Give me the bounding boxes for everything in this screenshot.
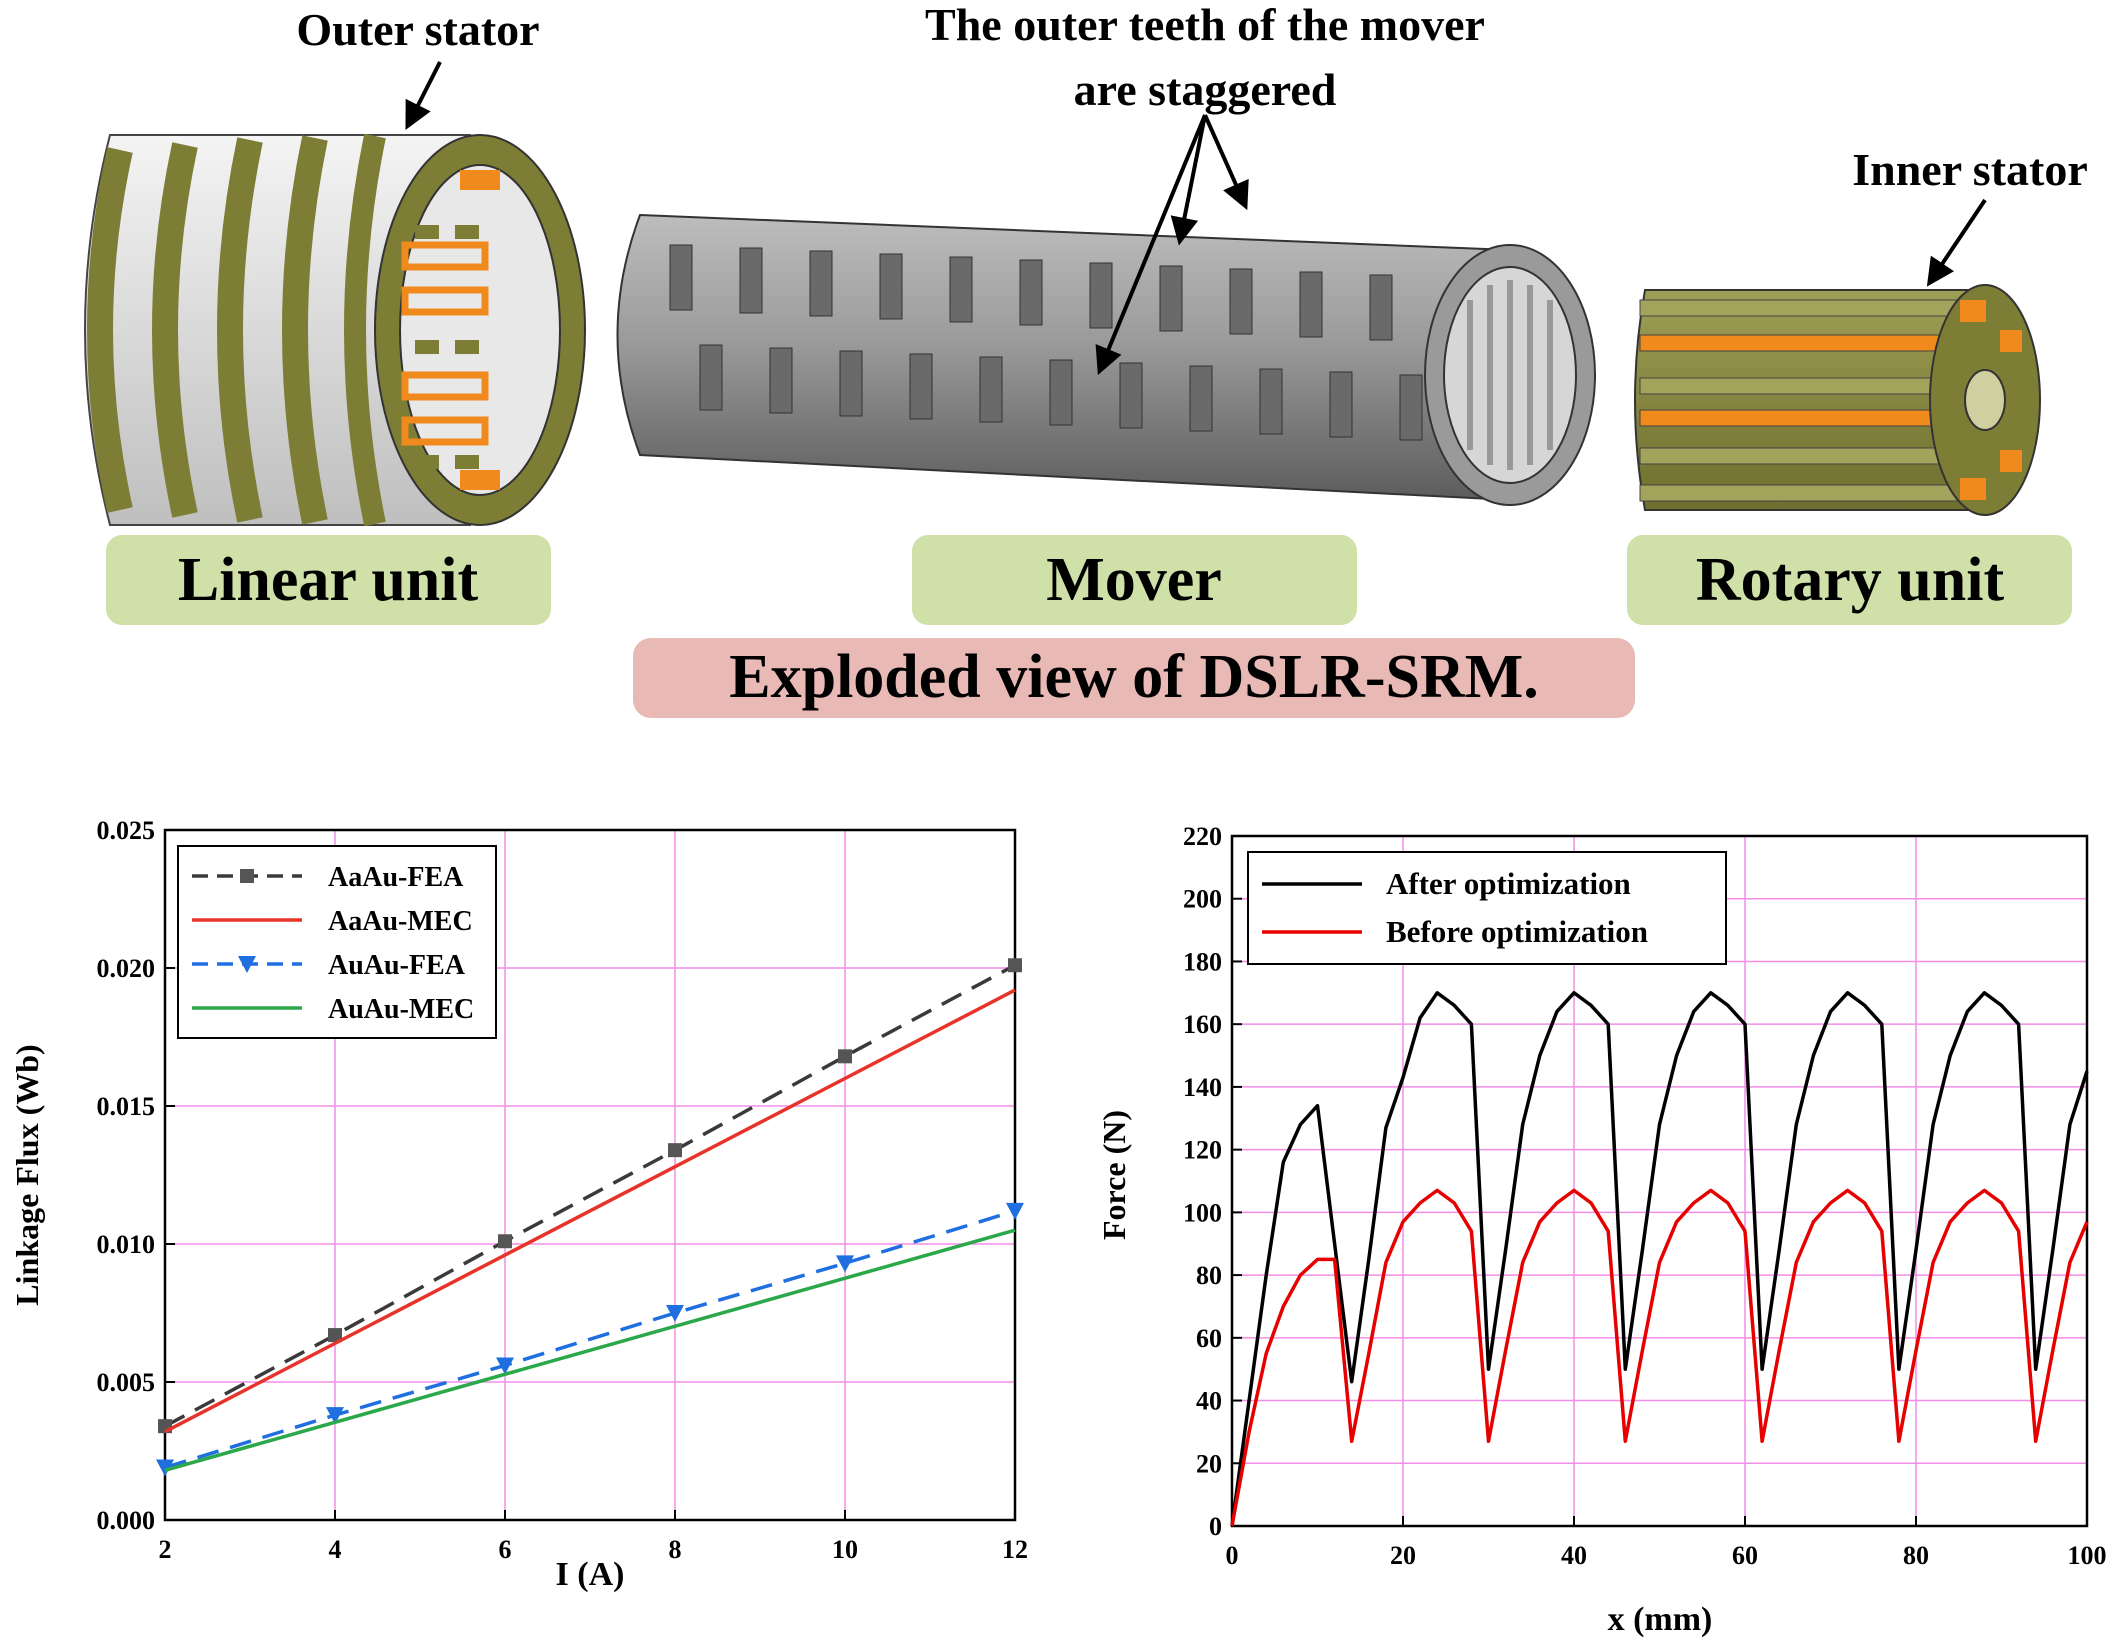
- c1-series-point-2: [836, 1255, 854, 1273]
- c2-y-tick-label: 180: [1183, 947, 1222, 976]
- chart1-legend: AaAu-FEA AaAu-MEC AuAu-FEA AuAu-MEC: [177, 845, 497, 1039]
- c1-series-point-0: [498, 1234, 512, 1249]
- linear-unit-label: Linear unit: [178, 546, 479, 614]
- c1-series-point-2: [326, 1407, 344, 1425]
- chart1-ticks: 2 4 6 8 10 12 0.000 0.005 0.010 0.015 0.020 0.025: [97, 816, 1029, 1564]
- c1-series-point-0: [838, 1049, 852, 1064]
- c1-series-line-1: [164, 988, 1016, 1434]
- c2-y-tick-label: 220: [1183, 822, 1222, 851]
- c2-x-tick-label: 100: [2068, 1541, 2107, 1570]
- linear-unit-drawing: [84, 133, 586, 527]
- chart1-y-axis-label: Linkage Flux (Wb): [9, 1044, 45, 1305]
- c2-legend-label-0: After optimization: [1386, 866, 1631, 901]
- c1-legend-label-3: AuAu-MEC: [328, 994, 474, 1025]
- rotary-unit-drawing: [1634, 284, 2041, 516]
- c2-y-tick-label: 200: [1183, 885, 1222, 914]
- c1-series-point-2: [496, 1357, 514, 1375]
- stator-inner-teeth: [415, 225, 479, 469]
- linear-unit-label-box: [106, 535, 551, 625]
- c2-legend-label-1: Before optimization: [1386, 914, 1648, 949]
- c1-series-point-0: [668, 1143, 682, 1158]
- c2-x-tick-label: 60: [1732, 1541, 1758, 1570]
- c2-y-tick-label: 20: [1196, 1449, 1222, 1478]
- inner-stator-arrow: [1926, 198, 1987, 287]
- c1-series-point-0: [1008, 958, 1022, 973]
- outer-stator-arrow: [405, 61, 442, 130]
- chart1-plot-frame: [163, 828, 1017, 1522]
- c1-x-tick-label: 4: [329, 1535, 342, 1564]
- c2-y-tick-label: 0: [1209, 1512, 1222, 1541]
- c1-series-point-0: [328, 1328, 342, 1343]
- c1-legend-marker-2: [238, 956, 256, 973]
- c2-y-tick-label: 40: [1196, 1387, 1222, 1416]
- mover-teeth: [669, 244, 1423, 441]
- c2-y-tick-label: 100: [1183, 1198, 1222, 1227]
- exploded-view: Outer stator The outer teeth of the move…: [84, 0, 2088, 718]
- c1-x-tick-label: 6: [499, 1535, 512, 1564]
- c1-y-tick-label: 0.005: [97, 1368, 156, 1397]
- c1-y-tick-label: 0.015: [97, 1092, 156, 1121]
- chart2-legend: After optimization Before optimization: [1247, 851, 1727, 965]
- chart2-series: [1230, 991, 2089, 1527]
- c1-x-tick-label: 12: [1002, 1535, 1028, 1564]
- c1-series-point-2: [1006, 1202, 1024, 1220]
- force-chart: 0 20 40 60 80 100 0 20 40 60 80 100 120 140 160 180 200 2…: [1096, 822, 2107, 1638]
- c1-legend-box: [177, 845, 497, 1039]
- mover-drawing: [616, 213, 1596, 506]
- c1-y-tick-label: 0.000: [97, 1506, 156, 1535]
- c2-series-line-1: [1230, 1188, 2089, 1527]
- mover-inner-teeth: [1467, 280, 1553, 470]
- chart2-x-axis-label: x (mm): [1608, 1601, 1713, 1638]
- c2-y-tick-label: 160: [1183, 1010, 1222, 1039]
- c2-y-tick-label: 140: [1183, 1073, 1222, 1102]
- mover-label: Mover: [1046, 546, 1222, 614]
- c1-series-line-0: [164, 963, 1016, 1428]
- chart2-ticks: 0 20 40 60 80 100 0 20 40 60 80 100 120 140 160 180 200 2…: [1183, 822, 2107, 1570]
- c1-legend-label-1: AaAu-MEC: [328, 906, 473, 937]
- c2-x-tick-label: 0: [1226, 1541, 1239, 1570]
- c2-series-line-0: [1230, 991, 2089, 1527]
- c2-y-tick-label: 60: [1196, 1324, 1222, 1353]
- c2-legend-box: [1247, 851, 1727, 965]
- c1-series-point-2: [156, 1459, 174, 1477]
- c1-legend-label-0: AaAu-FEA: [328, 862, 464, 893]
- chart1-series: [156, 958, 1024, 1477]
- c2-x-tick-label: 40: [1561, 1541, 1587, 1570]
- c2-x-tick-label: 80: [1903, 1541, 1929, 1570]
- c1-y-tick-label: 0.020: [97, 954, 156, 983]
- callout-outer-teeth-line2: are staggered: [1074, 64, 1337, 115]
- c1-y-tick-label: 0.010: [97, 1230, 156, 1259]
- callout-outer-stator: Outer stator: [296, 4, 539, 55]
- c1-legend-label-2: AuAu-FEA: [328, 950, 466, 981]
- c2-y-tick-label: 80: [1196, 1261, 1222, 1290]
- outer-teeth-arrows: [1095, 114, 1249, 376]
- chart2-y-axis-label: Force (N): [1096, 1110, 1132, 1240]
- inner-stator-teeth: [1639, 299, 1996, 502]
- stator-rings: [87, 133, 386, 527]
- caption-box: [633, 638, 1635, 718]
- rotary-unit-label-box: [1627, 535, 2072, 625]
- caption: Exploded view of DSLR-SRM.: [729, 643, 1539, 711]
- stator-coils: [401, 170, 500, 490]
- linkage-flux-chart: 2 4 6 8 10 12 0.000 0.005 0.010 0.015 0.020 0.025 I…: [9, 816, 1028, 1593]
- chart2-plot-frame: [1230, 834, 2089, 1528]
- callout-outer-teeth-line1: The outer teeth of the mover: [925, 0, 1485, 50]
- chart1-x-axis-label: I (A): [556, 1556, 625, 1593]
- c2-y-tick-label: 120: [1183, 1136, 1222, 1165]
- c1-x-tick-label: 2: [159, 1535, 172, 1564]
- c1-x-tick-label: 10: [832, 1535, 858, 1564]
- c1-series-point-2: [666, 1305, 684, 1322]
- c2-x-tick-label: 20: [1390, 1541, 1416, 1570]
- c1-series-line-2: [164, 1209, 1016, 1470]
- mover-label-box: [912, 535, 1357, 625]
- c1-legend-marker-0: [240, 869, 254, 883]
- rotary-unit-label: Rotary unit: [1696, 546, 2005, 614]
- c1-y-tick-label: 0.025: [97, 816, 156, 845]
- c1-series-line-3: [164, 1228, 1016, 1472]
- c1-x-tick-label: 8: [669, 1535, 682, 1564]
- callout-inner-stator: Inner stator: [1852, 144, 2088, 195]
- inner-stator-coils: [1960, 300, 2022, 500]
